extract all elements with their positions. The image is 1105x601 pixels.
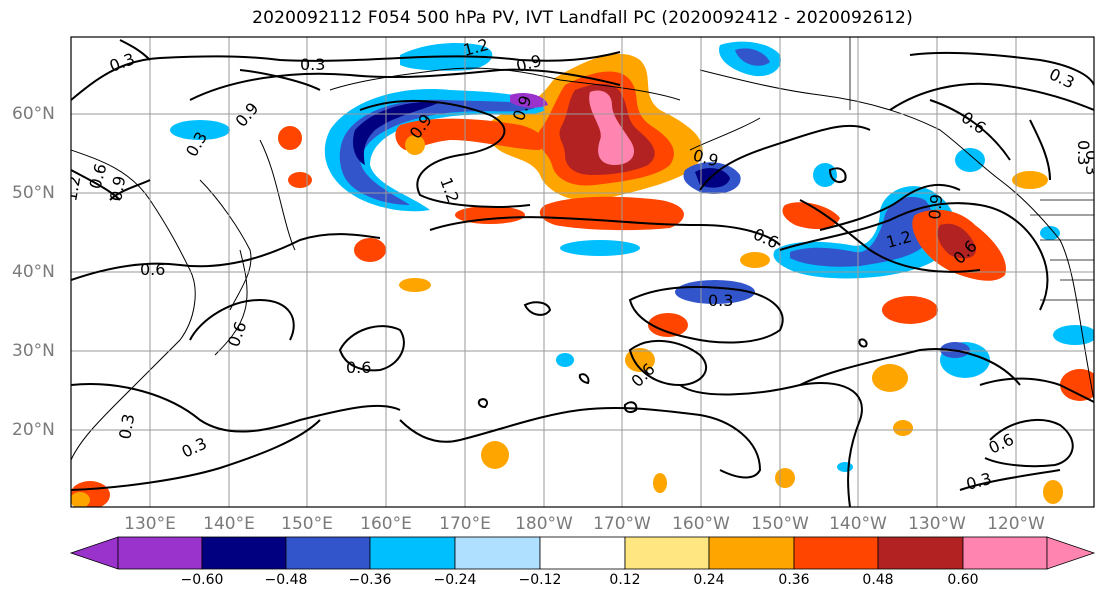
lon-label-130e: 130°E — [124, 514, 176, 534]
positive-anomaly-band — [395, 118, 544, 150]
contour-label: 1.2 — [461, 35, 491, 60]
lat-label-30n: 30°N — [12, 341, 55, 361]
lon-label-150w: 150°W — [751, 514, 809, 534]
colorbar-segment — [877, 536, 964, 570]
lat-label-50n: 50°N — [12, 183, 55, 203]
colorbar-segment — [117, 536, 203, 570]
colorbar-segment — [708, 536, 795, 570]
lon-label-150e: 150°E — [281, 514, 333, 534]
contour-label: 1.2 — [61, 174, 84, 202]
colorbar-tick-label: 0.36 — [778, 572, 810, 588]
lon-label-140w: 140°W — [829, 514, 887, 534]
lon-label-170e: 170°E — [439, 514, 491, 534]
lat-label-60n: 60°N — [12, 104, 55, 124]
map-title: 2020092112 F054 500 hPa PV, IVT Landfall… — [252, 8, 913, 28]
colorbar-segment — [201, 536, 287, 570]
colorbar-extend-high — [1046, 536, 1096, 570]
contour-label: 0.6 — [346, 358, 371, 377]
colorbar-segments — [69, 536, 1096, 570]
contour-label: 0.3 — [708, 291, 733, 310]
lon-label-140e: 140°E — [203, 514, 255, 534]
colorbar-segment — [793, 536, 879, 570]
colorbar-segment — [285, 536, 371, 570]
contour-label: 0.3 — [1074, 140, 1093, 165]
positive-anomaly-south — [539, 196, 684, 231]
map-frame — [70, 36, 1095, 508]
lon-label-160w: 160°W — [672, 514, 730, 534]
lon-label-130w: 130°W — [908, 514, 966, 534]
colorbar-tick-label: −0.48 — [264, 572, 308, 588]
boundaries — [849, 37, 1094, 301]
contour-label: 0.9 — [925, 193, 946, 220]
negative-anomaly-west-peak — [510, 93, 548, 108]
contour-label: 0.9 — [106, 174, 129, 202]
colorbar-tick-label: −0.60 — [180, 572, 224, 588]
colorbar-tick-label: −0.24 — [433, 572, 477, 588]
contour-label: 0.3 — [1082, 150, 1101, 175]
lon-label-180w: 180°W — [515, 514, 573, 534]
colorbar-tick-label: 0.24 — [693, 572, 725, 588]
lon-label-170w: 170°W — [593, 514, 651, 534]
colorbar-segment — [624, 536, 710, 570]
colorbar-tick-label: 0.48 — [862, 572, 894, 588]
colorbar-extend-low — [69, 536, 119, 570]
colorbar-tick-label: 0.60 — [947, 572, 979, 588]
positive-anomaly-mid — [782, 202, 840, 230]
colorbar-segment — [539, 536, 626, 570]
positive-anomaly-bering-peak — [589, 90, 635, 165]
colorbar-segment — [962, 536, 1048, 570]
lon-label-120w: 120°W — [987, 514, 1045, 534]
colorbar-tick-label: −0.36 — [348, 572, 392, 588]
lat-label-40n: 40°N — [12, 262, 55, 282]
contour-label: 0.3 — [300, 55, 325, 74]
lat-label-20n: 20°N — [12, 420, 55, 440]
negative-anomaly-west-core — [353, 101, 440, 165]
colorbar-segment — [454, 536, 541, 570]
contour-label: 0.6 — [140, 260, 165, 279]
lon-label-160e: 160°E — [360, 514, 412, 534]
colorbar-segment — [369, 536, 456, 570]
colorbar-tick-label: −0.12 — [518, 572, 562, 588]
pv-anomaly-fill — [71, 41, 1094, 507]
ivt-contours — [71, 39, 1094, 507]
negative-anomaly-west-inner — [339, 99, 535, 205]
contour-label: 0.3 — [115, 412, 138, 440]
colorbar-tick-label: 0.12 — [609, 572, 641, 588]
